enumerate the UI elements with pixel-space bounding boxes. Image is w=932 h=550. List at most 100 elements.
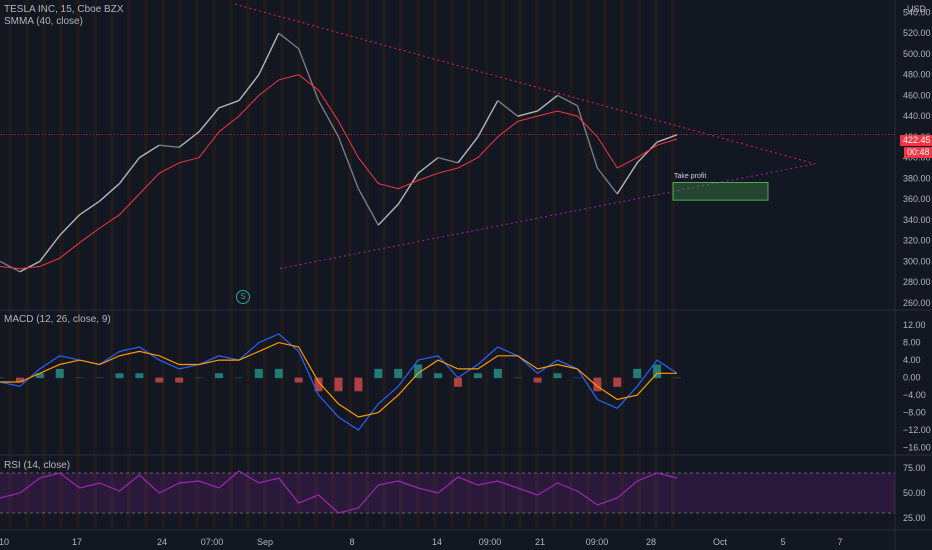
macd-histogram-bar [75, 377, 84, 379]
time-tick-label: Sep [257, 537, 273, 547]
macd-histogram-bar [533, 377, 542, 383]
rsi-band [0, 473, 895, 513]
price-segment [437, 156, 459, 164]
price-tick-label: 260.00 [903, 298, 931, 308]
price-segment [118, 157, 140, 184]
session-band [416, 0, 420, 528]
macd-histogram-bar [15, 377, 24, 383]
price-tick-label: 480.00 [903, 70, 931, 80]
session-band [552, 0, 556, 528]
price-tick-label: 300.00 [903, 256, 931, 266]
rsi-legend[interactable]: RSI (14, close) [4, 460, 71, 471]
macd-histogram-bar [473, 373, 482, 379]
time-tick-label: 5 [780, 537, 785, 547]
session-band [42, 0, 46, 528]
macd-histogram-bar [35, 373, 44, 379]
session-band [467, 0, 471, 528]
session-band [127, 0, 131, 528]
price-segment [39, 234, 61, 262]
macd-histogram-bar [414, 364, 423, 379]
macd-histogram-bar [613, 377, 622, 387]
macd-histogram-bar [274, 368, 283, 379]
price-tick-label: 500.00 [903, 49, 931, 59]
price-segment [99, 183, 120, 202]
session-band [518, 0, 522, 528]
price-segment [576, 105, 599, 169]
price-segment [417, 157, 439, 174]
price-tick-label: 540.00 [903, 7, 931, 17]
session-band [569, 0, 573, 528]
session-band [331, 0, 335, 528]
macd-histogram-bar [553, 373, 562, 379]
time-tick-label: 28 [646, 537, 656, 547]
price-segment [218, 99, 240, 109]
session-band [586, 0, 590, 528]
price-tick-label: 440.00 [903, 111, 931, 121]
session-band [212, 0, 216, 528]
session-band [637, 0, 641, 528]
price-segment [79, 200, 100, 216]
macd-histogram-bar [175, 377, 184, 383]
price-tick-label: 280.00 [903, 277, 931, 287]
price-segment [238, 74, 260, 102]
currency-label[interactable]: USD [907, 4, 926, 14]
price-tick-label: 320.00 [903, 236, 931, 246]
macd-histogram-bar [394, 368, 403, 379]
macd-histogram-bar [215, 373, 224, 379]
macd-tick-label: 8.00 [903, 338, 921, 348]
countdown-tag: 00:48 [904, 147, 932, 158]
session-band [501, 0, 505, 528]
smma-line [0, 74, 678, 270]
session-band [450, 0, 454, 528]
price-segment [457, 136, 479, 164]
macd-legend[interactable]: MACD (12, 26, close, 9) [4, 314, 111, 325]
price-tick-label: 380.00 [903, 173, 931, 183]
macd-histogram-bar [314, 377, 323, 392]
session-band [195, 0, 199, 528]
price-segment [198, 107, 220, 133]
symbol-legend[interactable]: TESLA INC, 15, Cboe BZX SMMA (40, close) [4, 4, 124, 28]
smma-legend: SMMA (40, close) [4, 16, 83, 27]
rsi-tick-label: 25.00 [903, 513, 926, 523]
macd-histogram-bar [195, 377, 204, 379]
price-tick-label: 340.00 [903, 215, 931, 225]
price-segment [636, 141, 658, 164]
macd-histogram-bar [334, 377, 343, 392]
macd-histogram-bar [354, 377, 363, 392]
price-segment [0, 260, 21, 273]
macd-tick-label: −16.00 [903, 443, 931, 453]
split-badge[interactable]: S [236, 290, 250, 304]
session-band [76, 0, 80, 528]
price-segment [258, 32, 280, 75]
macd-histogram-bar [493, 368, 502, 379]
lower-trendline [279, 163, 816, 270]
macd-histogram-bar [155, 377, 164, 383]
macd-histogram-bar [593, 377, 602, 392]
price-segment [317, 100, 340, 138]
macd-histogram-bar [135, 373, 144, 379]
session-band [535, 0, 539, 528]
rsi-line [0, 470, 678, 514]
session-band [654, 0, 658, 528]
macd-histogram-bar [453, 377, 462, 387]
session-band [365, 0, 369, 528]
session-band [314, 0, 318, 528]
session-band [8, 0, 12, 528]
price-segment [517, 110, 538, 117]
time-tick-label: 7 [837, 537, 842, 547]
macd-tick-label: 0.00 [903, 373, 921, 383]
price-segment [497, 100, 519, 117]
price-segment [377, 203, 399, 226]
price-segment [59, 214, 81, 236]
price-tick-label: 520.00 [903, 28, 931, 38]
session-band [93, 0, 97, 528]
time-tick-label: 17 [72, 537, 82, 547]
price-segment [337, 136, 360, 189]
price-segment [397, 172, 419, 205]
macd-histogram-bar [115, 373, 124, 379]
price-segment [537, 94, 558, 112]
price-tick-label: 360.00 [903, 194, 931, 204]
price-segment [159, 144, 180, 148]
price-tick-label: 460.00 [903, 90, 931, 100]
